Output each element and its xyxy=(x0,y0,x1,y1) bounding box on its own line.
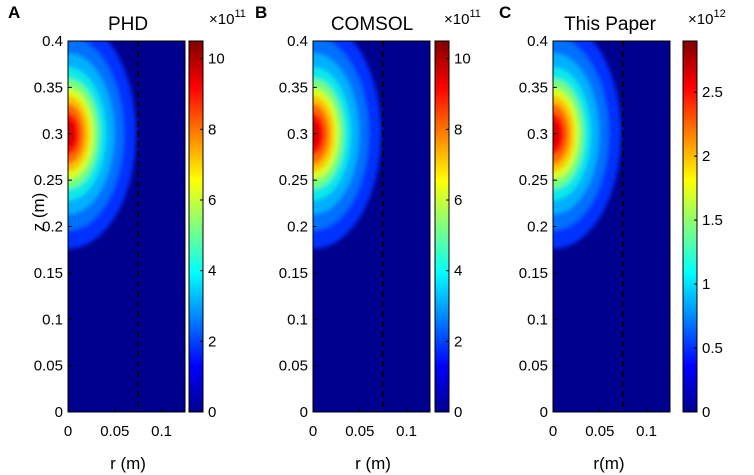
colorbar-tick-label: 2 xyxy=(702,148,710,165)
colorbar-tick-label: 0 xyxy=(454,404,462,421)
y-axis: 0 0.05 0.1 0.15 0.2 0.25 0.3 0.35 0.4 xyxy=(279,33,317,421)
heatmap-area xyxy=(313,41,430,412)
y-tick-label: 0.05 xyxy=(279,358,308,375)
y-tick-label: 0.4 xyxy=(527,33,548,50)
y-tick-label: 0.15 xyxy=(279,265,308,282)
x-tick-label: 0.05 xyxy=(585,423,614,440)
colorbar-ticks: 0 0.5 1 1.5 2 2.5 xyxy=(694,84,723,421)
y-tick-label: 0.2 xyxy=(527,219,548,236)
x-axis: 0 0.05 0.1 xyxy=(309,408,417,440)
colorbar-tick-label: 8 xyxy=(208,121,216,138)
x-axis: 0 0.05 0.1 xyxy=(64,408,172,440)
y-axis-label: z (m) xyxy=(29,193,48,232)
chart-title: PHD xyxy=(108,14,148,35)
chart-title: This Paper xyxy=(564,14,657,35)
colorbar xyxy=(682,40,698,413)
x-tick-label: 0.1 xyxy=(396,423,417,440)
y-tick-label: 0.15 xyxy=(34,265,63,282)
heatmap-area xyxy=(553,41,670,412)
x-axis-label: r (m) xyxy=(110,454,146,473)
panel-c: C This Paper 00.050.10.150.20.250.30.350… xyxy=(499,3,726,473)
x-tick-label: 0 xyxy=(549,423,557,440)
colorbar-tick-label: 10 xyxy=(208,51,225,68)
colorbar-tick-label: 2.5 xyxy=(702,84,723,101)
colorbar-tick-label: 6 xyxy=(454,192,462,209)
panel-letter: B xyxy=(255,3,267,22)
colorbar-tick-label: 1 xyxy=(702,276,710,293)
colorbar-exponent: ×1011 xyxy=(444,8,481,28)
y-tick-label: 0.05 xyxy=(34,358,63,375)
y-axis: 0 0.05 0.1 0.15 0.2 0.25 0.3 0.35 0.4 xyxy=(519,33,557,421)
colorbar-tick-label: 10 xyxy=(454,51,471,68)
x-tick-label: 0 xyxy=(309,423,317,440)
y-tick-label: 0.35 xyxy=(519,79,548,96)
x-tick-label: 0.1 xyxy=(636,423,657,440)
panel-letter: C xyxy=(499,3,511,22)
y-tick-label: 0.3 xyxy=(527,126,548,143)
y-tick-label: 0.25 xyxy=(34,172,63,189)
colorbar-tick-label: 0 xyxy=(208,404,216,421)
y-tick-label: 0.35 xyxy=(279,79,308,96)
colorbar-tick-label: 4 xyxy=(208,263,216,280)
x-tick-label: 0.1 xyxy=(151,423,172,440)
y-tick-label: 0.1 xyxy=(527,311,548,328)
x-axis: 0 0.05 0.1 xyxy=(549,408,657,440)
y-tick-label: 0.35 xyxy=(34,79,63,96)
colorbar-exponent: ×1011 xyxy=(209,8,246,28)
y-tick-label: 0.15 xyxy=(519,265,548,282)
y-tick-label: 0.2 xyxy=(287,219,308,236)
y-tick-label: 0.4 xyxy=(287,33,308,50)
y-tick-label: 0.2 xyxy=(42,219,63,236)
y-tick-label: 0.25 xyxy=(519,172,548,189)
heatmap-area xyxy=(68,41,185,412)
colorbar-tick-label: 1.5 xyxy=(702,212,723,229)
x-axis-label: r(m) xyxy=(593,454,624,473)
y-tick-label: 0.3 xyxy=(42,126,63,143)
y-tick-label: 0.1 xyxy=(287,311,308,328)
y-tick-label: 0.3 xyxy=(287,126,308,143)
x-axis-label: r (m) xyxy=(355,454,391,473)
colorbar-tick-label: 8 xyxy=(454,121,462,138)
colorbar-tick-label: 4 xyxy=(454,263,462,280)
y-tick-label: 0.05 xyxy=(519,358,548,375)
y-tick-label: 0.1 xyxy=(42,311,63,328)
colorbar xyxy=(434,40,450,413)
y-tick-label: 0.25 xyxy=(279,172,308,189)
colorbar-tick-label: 2 xyxy=(454,333,462,350)
colorbar-ticks: 0 2 4 6 8 10 xyxy=(200,51,225,421)
chart-title: COMSOL xyxy=(331,14,413,35)
y-tick-label: 0 xyxy=(300,404,308,421)
x-tick-label: 0.05 xyxy=(100,423,129,440)
colorbar xyxy=(188,40,204,413)
y-tick-label: 0.4 xyxy=(42,33,63,50)
colorbar-tick-label: 0.5 xyxy=(702,340,723,357)
colorbar-exponent: ×1012 xyxy=(688,8,726,28)
colorbar-tick-label: 0 xyxy=(702,404,710,421)
panel-a: A PHD 0 0.05 0.1 0.15 0.2 0.25 0.3 0.35 0.4 0 0.0… xyxy=(8,3,246,473)
panel-b: B COMSOL 0 0.05 0.1 0.15 0.2 0.25 0.3 0.35 0.4 0… xyxy=(255,3,481,473)
x-tick-label: 0 xyxy=(64,423,72,440)
x-tick-label: 0.05 xyxy=(345,423,374,440)
y-axis: 0 0.05 0.1 0.15 0.2 0.25 0.3 0.35 0.4 xyxy=(34,33,72,421)
y-tick-label: 0 xyxy=(55,404,63,421)
colorbar-tick-label: 2 xyxy=(208,333,216,350)
y-tick-label: 0 xyxy=(540,404,548,421)
colorbar-tick-label: 6 xyxy=(208,192,216,209)
panel-letter: A xyxy=(8,3,20,22)
colorbar-ticks: 0 2 4 6 8 10 xyxy=(446,51,471,421)
